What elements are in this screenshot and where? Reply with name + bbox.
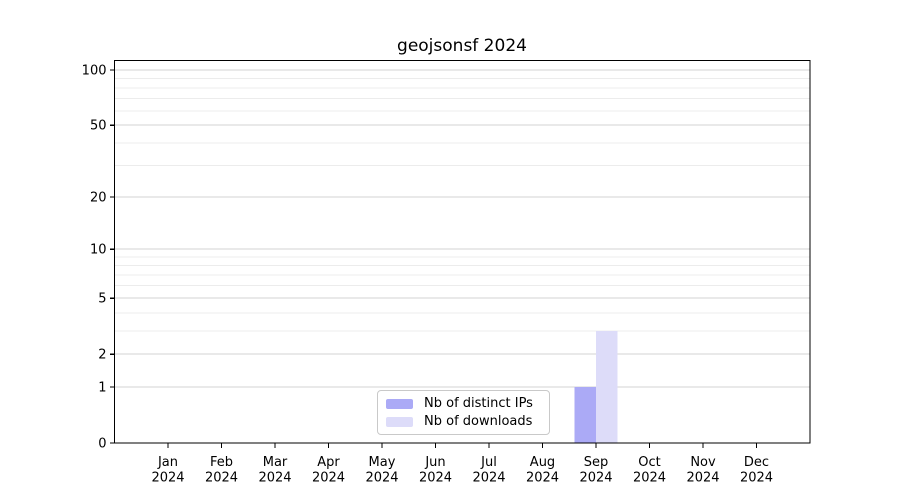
x-tick-label-month: Jun <box>424 455 445 470</box>
x-tick-label-year: 2024 <box>151 471 184 486</box>
y-tick-label: 1 <box>98 380 106 395</box>
x-tick-label-month: Apr <box>317 455 340 470</box>
bar-nb-of-downloads-sep <box>596 330 618 443</box>
legend-label-downloads: Nb of downloads <box>424 414 533 429</box>
chart-title: geojsonsf 2024 <box>397 36 527 56</box>
x-tick-label-year: 2024 <box>205 471 238 486</box>
x-tick-label-year: 2024 <box>312 471 345 486</box>
y-tick-label: 20 <box>90 190 107 205</box>
x-tick-label-month: Feb <box>210 455 233 470</box>
legend: Nb of distinct IPs Nb of downloads <box>377 390 550 435</box>
legend-swatch-downloads <box>386 416 413 427</box>
x-tick-label-month: Aug <box>530 455 555 470</box>
y-tick-label: 50 <box>90 119 107 134</box>
x-tick-label-year: 2024 <box>579 471 612 486</box>
y-tick-label: 5 <box>98 292 106 307</box>
x-tick-label-year: 2024 <box>365 471 398 486</box>
x-tick-label-month: Oct <box>638 455 660 470</box>
x-tick-label-month: May <box>369 455 396 470</box>
legend-label-distinct-ips: Nb of distinct IPs <box>424 396 533 411</box>
x-tick-label-year: 2024 <box>526 471 559 486</box>
x-tick-label-year: 2024 <box>740 471 773 486</box>
y-tick-label: 2 <box>98 348 106 363</box>
x-tick-label-year: 2024 <box>419 471 452 486</box>
bar-nb-of-distinct-ips-sep <box>574 386 596 443</box>
x-tick-label-year: 2024 <box>686 471 719 486</box>
y-tick-label: 100 <box>82 63 107 78</box>
plot-border <box>113 59 811 444</box>
x-tick-label-month: Jul <box>480 455 497 470</box>
x-tick-label-month: Sep <box>584 455 609 470</box>
y-tick-label: 0 <box>98 436 106 451</box>
x-tick-label-year: 2024 <box>633 471 666 486</box>
x-tick-label-month: Jan <box>157 455 178 470</box>
x-tick-label-month: Dec <box>744 455 769 470</box>
y-tick-label: 10 <box>90 243 107 258</box>
legend-item-distinct-ips: Nb of distinct IPs <box>386 396 541 411</box>
x-tick-label-year: 2024 <box>258 471 291 486</box>
x-tick-label-month: Mar <box>263 455 288 470</box>
x-tick-label-month: Nov <box>690 455 716 470</box>
x-tick-label-year: 2024 <box>472 471 505 486</box>
legend-swatch-distinct-ips <box>386 398 413 409</box>
legend-item-downloads: Nb of downloads <box>386 414 541 429</box>
